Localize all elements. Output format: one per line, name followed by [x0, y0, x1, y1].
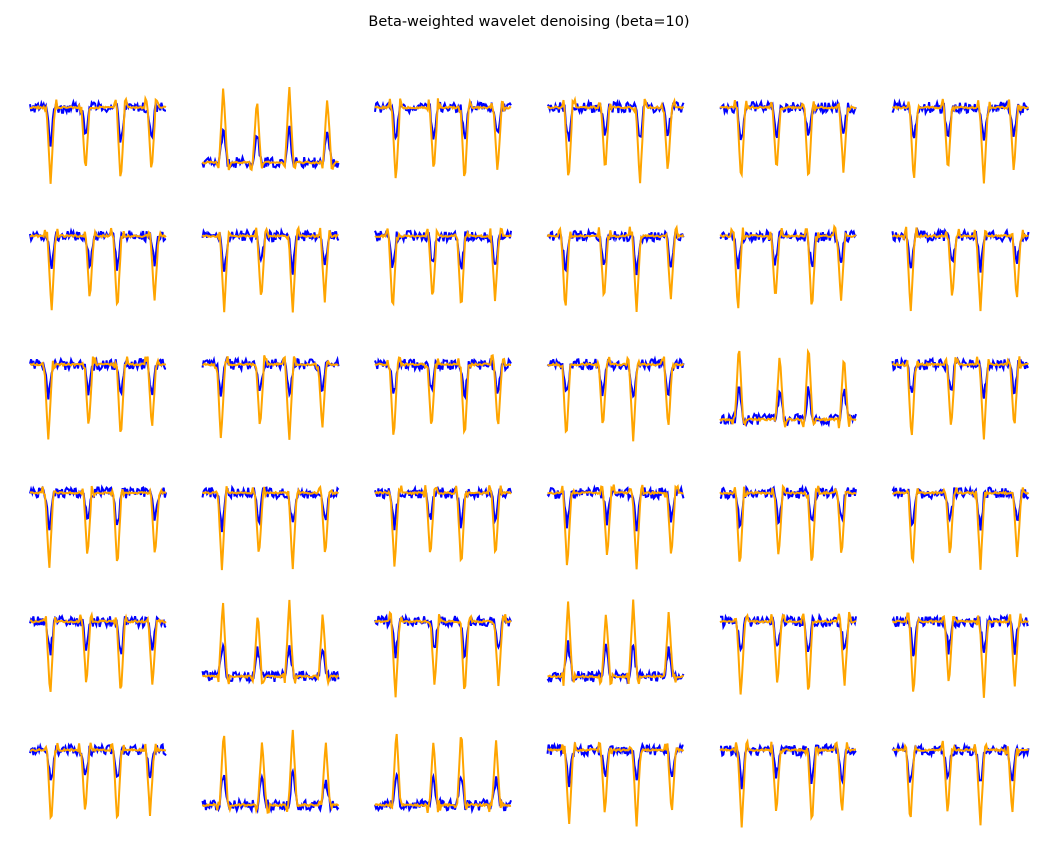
panel-2: [374, 97, 512, 179]
panel-26: [374, 610, 512, 698]
panel-20: [374, 484, 512, 567]
denoised-series-line: [891, 98, 1030, 184]
denoised-series-line: [719, 483, 857, 562]
denoised-series-line: [547, 599, 684, 687]
denoised-series-line: [719, 738, 856, 828]
denoised-series-line: [719, 611, 857, 695]
noisy-series-line: [719, 612, 857, 653]
panel-23: [891, 484, 1030, 570]
denoised-series-line: [374, 97, 512, 179]
denoised-series-line: [374, 610, 512, 698]
denoised-series-line: [547, 355, 685, 442]
panel-1: [201, 87, 340, 172]
denoised-series-line: [374, 354, 511, 435]
panel-11: [891, 226, 1030, 312]
noisy-series-line: [29, 98, 166, 147]
panel-16: [719, 347, 857, 429]
panel-22: [719, 483, 857, 562]
panel-9: [546, 224, 685, 313]
panel-13: [201, 355, 340, 440]
denoised-series-line: [891, 356, 1029, 440]
denoised-series-line: [547, 95, 685, 184]
denoised-series-line: [719, 347, 857, 429]
panel-24: [29, 611, 167, 692]
denoised-series-line: [374, 227, 512, 307]
denoised-series-line: [547, 741, 685, 827]
denoised-series-line: [201, 87, 340, 172]
denoised-series-line: [719, 224, 857, 309]
panel-19: [201, 484, 340, 571]
panel-8: [374, 227, 512, 307]
panel-31: [201, 729, 340, 815]
noisy-series-line: [201, 484, 340, 533]
panel-17: [891, 356, 1029, 440]
panel-5: [891, 98, 1030, 184]
noisy-series-line: [201, 227, 340, 275]
panel-35: [891, 740, 1030, 826]
denoised-series-line: [29, 356, 167, 440]
denoised-series-line: [29, 742, 167, 821]
denoised-series-line: [201, 225, 339, 313]
panel-15: [546, 355, 685, 442]
denoised-series-line: [891, 226, 1029, 312]
figure-title: Beta-weighted wavelet denoising (beta=10…: [368, 14, 690, 30]
noisy-series-line: [201, 767, 340, 814]
panel-21: [546, 483, 685, 570]
denoised-series-line: [892, 740, 1029, 826]
denoised-series-line: [201, 729, 340, 815]
panel-28: [719, 611, 857, 695]
noisy-series-line: [719, 741, 857, 790]
denoised-series-line: [374, 485, 512, 567]
denoised-series-line: [891, 487, 1030, 570]
denoised-series-line: [30, 485, 167, 568]
denoised-series-line: [201, 599, 340, 687]
panel-18: [29, 484, 167, 568]
denoised-series-line: [719, 100, 857, 179]
panel-30: [29, 741, 167, 821]
panel-27: [546, 599, 685, 687]
panel-12: [29, 356, 167, 440]
panel-10: [719, 224, 857, 309]
denoised-series-line: [29, 611, 167, 692]
denoised-series-line: [202, 355, 339, 440]
panel-25: [201, 599, 340, 687]
denoised-series-line: [29, 94, 167, 184]
noisy-series-line: [201, 125, 340, 170]
panel-32: [374, 733, 512, 815]
panel-3: [546, 95, 685, 184]
denoised-series-line: [374, 733, 512, 813]
denoised-series-line: [546, 224, 685, 313]
denoised-series-line: [547, 483, 684, 570]
denoised-series-line: [892, 612, 1029, 698]
panel-4: [719, 98, 857, 179]
panel-33: [546, 741, 685, 827]
panel-29: [891, 612, 1029, 698]
panel-0: [29, 94, 167, 184]
denoised-series-line: [202, 484, 339, 571]
panel-34: [719, 738, 857, 828]
panel-6: [29, 227, 167, 311]
denoised-series-line: [29, 227, 167, 311]
panel-14: [374, 354, 512, 435]
panel-7: [201, 225, 340, 313]
